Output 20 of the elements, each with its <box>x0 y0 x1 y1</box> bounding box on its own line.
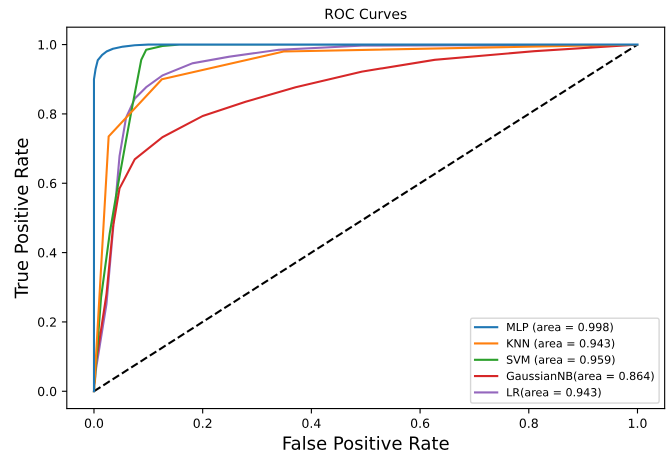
y-tick-label: 0.8 <box>38 109 56 119</box>
x-tick-label: 0.8 <box>520 418 538 428</box>
chart-title: ROC Curves <box>326 8 407 20</box>
y-tick-label: 0.0 <box>38 386 56 396</box>
x-tick-label: 0.4 <box>302 418 321 428</box>
y-axis-title: True Positive Rate <box>14 138 28 298</box>
legend-label: SVM (area = 0.959) <box>506 355 615 366</box>
x-tick-label: 1.0 <box>628 418 647 428</box>
legend-label: GaussianNB(area = 0.864) <box>506 372 654 382</box>
x-tick-label: 0.6 <box>410 418 430 428</box>
x-axis-title: False Positive Rate <box>284 436 449 450</box>
y-tick-label: 1.0 <box>38 40 56 50</box>
legend-label: LR(area = 0.943) <box>507 388 601 398</box>
legend-label: KNN (area = 0.943) <box>507 338 614 349</box>
y-tick-label: 0.6 <box>38 178 56 188</box>
y-tick-label: 0.2 <box>38 317 56 327</box>
legend-label: MLP (area = 0.998) <box>507 322 613 333</box>
x-tick-label: 0.0 <box>84 418 104 428</box>
x-tick-label: 0.2 <box>194 418 212 428</box>
y-tick-label: 0.4 <box>38 248 56 258</box>
